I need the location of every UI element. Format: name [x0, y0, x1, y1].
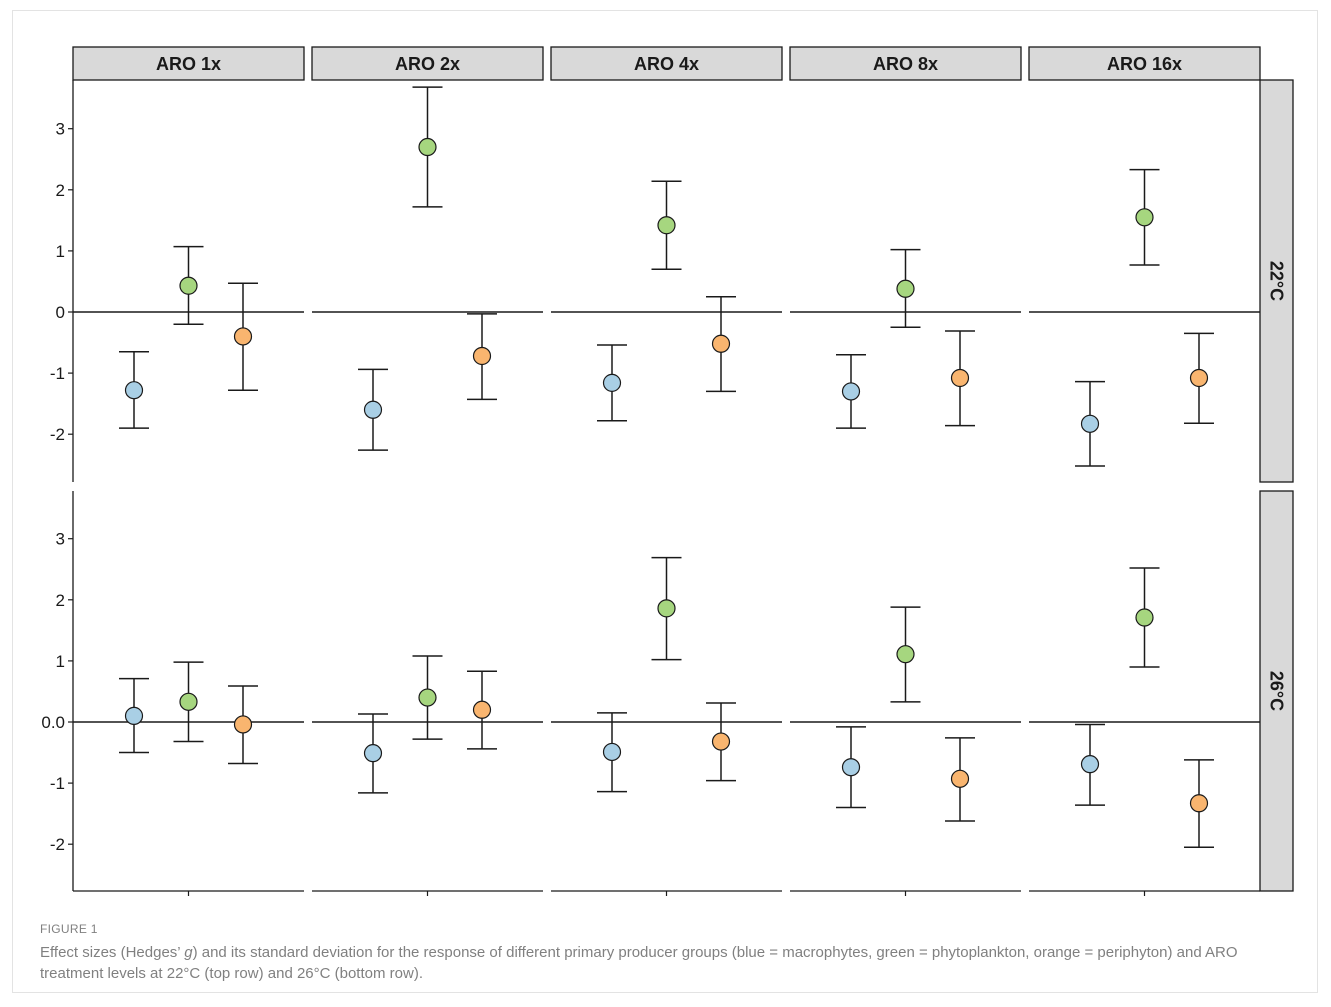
- column-strip-5: [1028, 46, 1261, 81]
- column-label-4: ARO 8x: [873, 54, 938, 74]
- row-strip-2: [1259, 490, 1294, 892]
- point-row-1-col-1-phytoplankton: [179, 276, 198, 295]
- caption-italic-g: g: [184, 944, 193, 961]
- row-label-1: 22°C: [1267, 261, 1287, 301]
- point-row-2-col-1-macrophytes: [124, 706, 144, 725]
- figure-caption: Effect sizes (Hedges’ g) and its standar…: [40, 942, 1290, 984]
- point-row-1-col-5-macrophytes: [1080, 414, 1100, 433]
- row-strip-1: [1259, 79, 1294, 483]
- column-label-3: ARO 4x: [634, 54, 699, 74]
- point-row-2-col-5-periphyton: [1189, 794, 1209, 813]
- point-row-2-col-3-phytoplankton: [657, 599, 676, 618]
- point-row-2-col-5-macrophytes: [1080, 755, 1100, 774]
- caption-text-start: Effect sizes (Hedges’: [40, 944, 185, 961]
- point-row-2-col-2-phytoplankton: [418, 688, 437, 707]
- point-row-2-col-1-periphyton: [233, 715, 253, 734]
- y-tick-label-row-2-2: 2: [56, 591, 65, 610]
- caption-text-end: ) and its standard deviation for the res…: [40, 944, 1238, 982]
- figure-label: FIGURE 1: [40, 922, 98, 936]
- point-row-1-col-4-phytoplankton: [896, 279, 915, 298]
- point-row-1-col-2-phytoplankton: [418, 137, 437, 157]
- column-strip-4: [789, 46, 1022, 81]
- point-row-2-col-2-periphyton: [472, 700, 492, 719]
- row-label-2: 26°C: [1267, 671, 1287, 711]
- point-row-2-col-1-phytoplankton: [179, 692, 198, 711]
- point-row-1-col-3-periphyton: [711, 334, 731, 353]
- point-row-1-col-3-macrophytes: [602, 373, 622, 392]
- point-row-1-col-5-phytoplankton: [1135, 208, 1154, 227]
- point-row-2-col-3-macrophytes: [602, 742, 622, 762]
- point-row-1-col-2-macrophytes: [363, 400, 383, 419]
- point-row-1-col-3-phytoplankton: [657, 216, 676, 235]
- point-row-2-col-4-periphyton: [950, 769, 970, 788]
- point-row-1-col-1-periphyton: [233, 327, 253, 346]
- point-row-1-col-1-macrophytes: [124, 381, 144, 400]
- y-tick-label-row-2-6: -2: [50, 835, 65, 854]
- point-row-2-col-3-periphyton: [711, 732, 731, 751]
- y-tick-label-row-1-2: 2: [56, 181, 65, 200]
- point-row-2-col-4-macrophytes: [841, 758, 861, 777]
- point-row-1-col-5-periphyton: [1189, 368, 1209, 388]
- column-strip-2: [311, 46, 544, 81]
- y-tick-label-row-1-1: 3: [56, 120, 65, 139]
- figure-frame: [12, 10, 1318, 993]
- point-row-2-col-4-phytoplankton: [896, 645, 915, 664]
- y-tick-label-row-2-5: -1: [50, 774, 65, 793]
- point-row-1-col-4-macrophytes: [841, 382, 861, 401]
- column-label-1: ARO 1x: [156, 54, 221, 74]
- column-label-5: ARO 16x: [1107, 54, 1182, 74]
- column-strip-3: [550, 46, 783, 81]
- y-tick-label-row-2-3: 1: [56, 652, 65, 671]
- point-row-1-col-2-periphyton: [472, 346, 492, 366]
- y-tick-label-row-1-3: 1: [56, 242, 65, 261]
- column-label-2: ARO 2x: [395, 54, 460, 74]
- y-tick-label-row-1-6: -2: [50, 425, 65, 444]
- y-tick-label-row-1-5: -1: [50, 364, 65, 383]
- y-tick-label-row-2-1: 3: [56, 530, 65, 549]
- y-tick-label-row-1-4: 0: [56, 303, 65, 322]
- point-row-2-col-5-phytoplankton: [1135, 608, 1154, 627]
- y-tick-label-row-2-4: 0.0: [41, 713, 65, 732]
- point-row-2-col-2-macrophytes: [363, 744, 383, 763]
- point-row-1-col-4-periphyton: [950, 368, 970, 388]
- column-strip-1: [72, 46, 305, 81]
